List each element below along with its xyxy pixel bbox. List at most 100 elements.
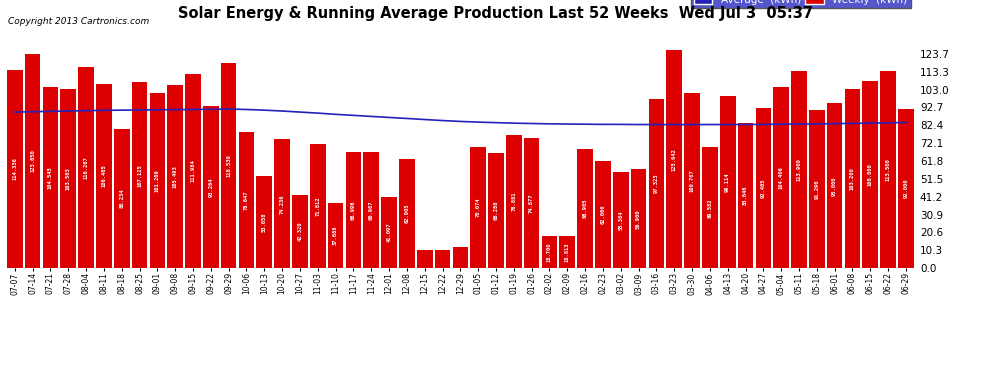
Text: 99.114: 99.114 bbox=[726, 172, 731, 192]
Text: 18.700: 18.700 bbox=[546, 242, 552, 262]
Text: 101.209: 101.209 bbox=[154, 169, 159, 192]
Bar bbox=[559, 236, 575, 268]
Text: Solar Energy & Running Average Production Last 52 Weeks  Wed Jul 3  05:37: Solar Energy & Running Average Productio… bbox=[177, 6, 813, 21]
Bar bbox=[132, 82, 148, 268]
Bar bbox=[292, 195, 308, 268]
Bar bbox=[25, 54, 41, 268]
Bar bbox=[274, 140, 290, 268]
Text: 78.647: 78.647 bbox=[244, 190, 248, 210]
Bar bbox=[149, 93, 165, 268]
Text: 107.125: 107.125 bbox=[137, 164, 142, 187]
Bar bbox=[791, 70, 807, 268]
Text: 55.384: 55.384 bbox=[619, 210, 624, 230]
Bar bbox=[310, 144, 326, 268]
Text: 41.097: 41.097 bbox=[386, 223, 392, 242]
Text: 80.234: 80.234 bbox=[119, 189, 124, 208]
Text: 105.493: 105.493 bbox=[172, 165, 177, 188]
Bar bbox=[506, 135, 522, 268]
Text: 104.406: 104.406 bbox=[779, 166, 784, 189]
Bar bbox=[524, 138, 540, 268]
Bar bbox=[185, 74, 201, 268]
Bar bbox=[399, 159, 415, 268]
Bar bbox=[631, 170, 646, 268]
Bar bbox=[60, 88, 76, 268]
Text: 74.236: 74.236 bbox=[279, 194, 284, 213]
Bar bbox=[613, 172, 629, 268]
Bar bbox=[844, 89, 860, 268]
Text: 71.812: 71.812 bbox=[315, 196, 320, 216]
Text: 66.996: 66.996 bbox=[350, 200, 356, 220]
Text: 103.503: 103.503 bbox=[65, 167, 70, 190]
Text: 93.264: 93.264 bbox=[208, 177, 213, 197]
Text: 66.288: 66.288 bbox=[493, 201, 499, 220]
Bar bbox=[488, 153, 504, 268]
Bar bbox=[96, 84, 112, 268]
Bar bbox=[239, 132, 254, 268]
Text: Copyright 2013 Cartronics.com: Copyright 2013 Cartronics.com bbox=[8, 17, 149, 26]
Bar bbox=[666, 50, 682, 268]
Bar bbox=[809, 110, 825, 268]
Text: 53.058: 53.058 bbox=[261, 212, 266, 232]
Bar bbox=[417, 250, 433, 268]
Bar bbox=[167, 85, 183, 268]
Bar bbox=[880, 71, 896, 268]
Text: 111.984: 111.984 bbox=[190, 160, 195, 182]
Text: 108.000: 108.000 bbox=[868, 163, 873, 186]
Bar bbox=[381, 197, 397, 268]
Bar bbox=[773, 87, 789, 268]
Bar bbox=[862, 81, 878, 268]
Text: 125.642: 125.642 bbox=[672, 148, 677, 171]
Bar bbox=[452, 247, 468, 268]
Text: 113.500: 113.500 bbox=[886, 158, 891, 181]
Text: 92.000: 92.000 bbox=[904, 178, 909, 198]
Bar bbox=[221, 63, 237, 268]
Bar bbox=[435, 250, 450, 268]
Bar bbox=[898, 109, 914, 268]
Bar bbox=[684, 93, 700, 268]
Legend: Average  (kWh), Weekly  (kWh): Average (kWh), Weekly (kWh) bbox=[691, 0, 911, 9]
Text: 103.200: 103.200 bbox=[850, 167, 855, 190]
Text: 42.320: 42.320 bbox=[297, 222, 302, 241]
Text: 69.582: 69.582 bbox=[708, 198, 713, 217]
Bar bbox=[328, 203, 344, 268]
Text: 113.900: 113.900 bbox=[797, 158, 802, 181]
Text: 74.877: 74.877 bbox=[529, 194, 535, 213]
Text: 118.530: 118.530 bbox=[226, 154, 231, 177]
Text: 92.465: 92.465 bbox=[761, 178, 766, 198]
Bar bbox=[78, 66, 94, 268]
Text: 18.813: 18.813 bbox=[564, 242, 570, 262]
Bar bbox=[470, 147, 486, 268]
Text: 37.688: 37.688 bbox=[333, 226, 338, 245]
Text: 62.905: 62.905 bbox=[404, 204, 410, 224]
Text: 62.060: 62.060 bbox=[601, 205, 606, 224]
Text: 66.967: 66.967 bbox=[368, 200, 374, 220]
Bar bbox=[595, 160, 611, 268]
Bar bbox=[755, 108, 771, 268]
Text: 91.290: 91.290 bbox=[815, 179, 820, 199]
Text: 76.881: 76.881 bbox=[511, 192, 517, 211]
Bar bbox=[203, 106, 219, 268]
Bar bbox=[363, 152, 379, 268]
Text: 100.707: 100.707 bbox=[690, 170, 695, 192]
Bar bbox=[43, 87, 58, 268]
Bar bbox=[114, 129, 130, 268]
Text: 106.465: 106.465 bbox=[101, 165, 106, 187]
Text: 83.646: 83.646 bbox=[743, 186, 748, 206]
Bar bbox=[827, 104, 842, 268]
Bar bbox=[542, 236, 557, 268]
Text: 123.650: 123.650 bbox=[30, 150, 35, 172]
Text: 56.900: 56.900 bbox=[637, 209, 642, 228]
Bar bbox=[7, 70, 23, 268]
Text: 116.267: 116.267 bbox=[83, 156, 88, 179]
Text: 95.000: 95.000 bbox=[833, 176, 838, 195]
Text: 104.545: 104.545 bbox=[48, 166, 52, 189]
Bar bbox=[346, 152, 361, 268]
Bar bbox=[702, 147, 718, 268]
Text: 70.074: 70.074 bbox=[475, 198, 481, 217]
Bar bbox=[720, 96, 736, 268]
Text: 97.323: 97.323 bbox=[654, 174, 659, 194]
Bar bbox=[577, 148, 593, 268]
Bar bbox=[256, 176, 272, 268]
Text: 114.336: 114.336 bbox=[12, 158, 17, 180]
Text: 68.905: 68.905 bbox=[583, 199, 588, 218]
